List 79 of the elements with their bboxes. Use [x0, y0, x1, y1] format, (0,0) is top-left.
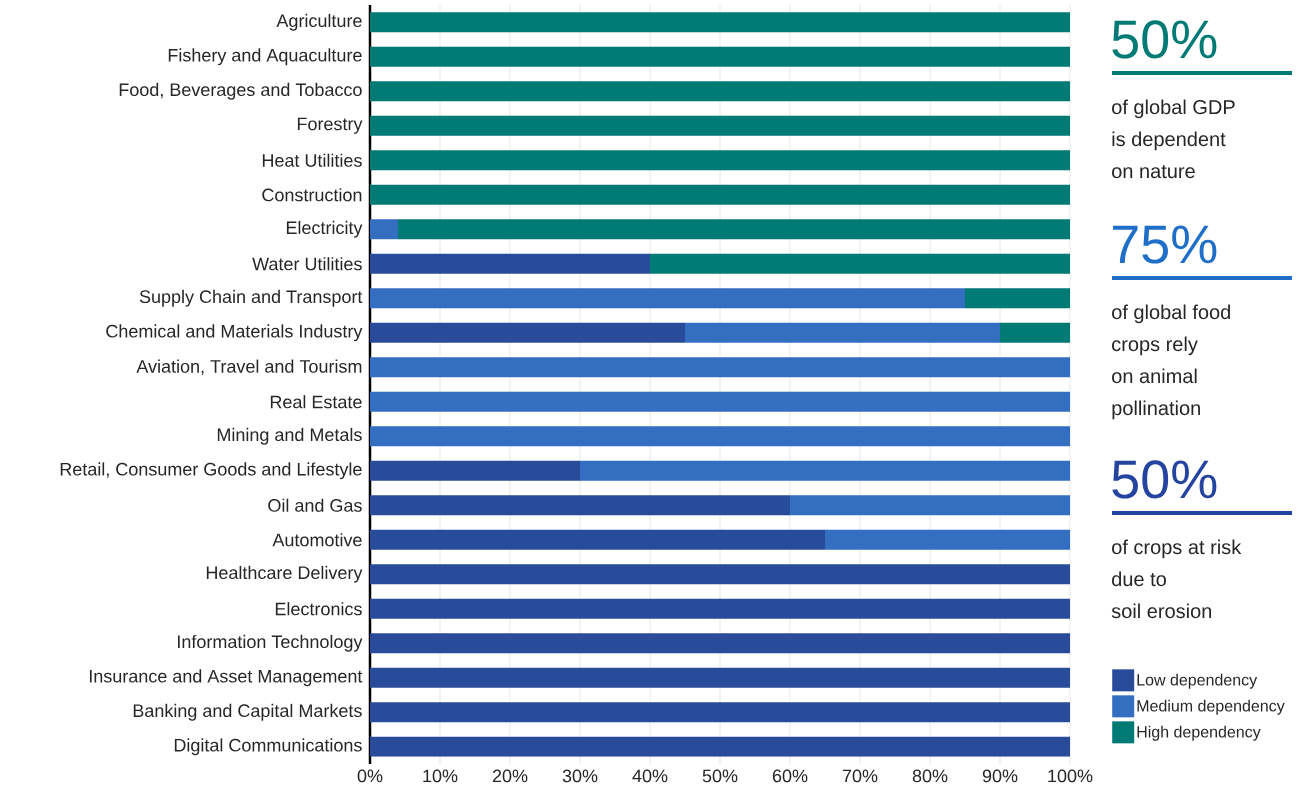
- y-tick-label: Aviation, Travel and Tourism: [136, 359, 362, 375]
- y-tick-label: Retail, Consumer Goods and Lifestyle: [60, 462, 362, 480]
- bar: [370, 460, 580, 481]
- x-tick-label: 70%: [842, 769, 878, 783]
- bar: [370, 736, 1071, 757]
- bar: [825, 529, 1071, 550]
- x-tick-label: 90%: [982, 769, 1018, 783]
- bar: [370, 150, 1071, 171]
- y-tick-label: Forestry: [297, 117, 363, 134]
- bar: [370, 288, 965, 309]
- y-tick-label: Chemical and Materials Industry: [106, 324, 363, 342]
- text: on animal: [1112, 368, 1197, 384]
- x-tick-label: 100%: [1048, 769, 1093, 783]
- bar: [370, 391, 1071, 412]
- y-tick-label: Electronics: [275, 602, 362, 616]
- y-tick-label: Real Estate: [270, 395, 362, 409]
- y-tick-label: Construction: [262, 188, 362, 202]
- y-tick-label: Healthcare Delivery: [206, 565, 363, 583]
- y-tick-label: Food, Beverages and Tobacco: [119, 82, 362, 100]
- bar: [370, 253, 650, 274]
- bar: [370, 219, 398, 240]
- text: crops rely: [1112, 336, 1198, 356]
- y-tick-label: Supply Chain and Transport: [139, 289, 363, 307]
- y-tick-label: Fishery and Aquaculture: [168, 48, 362, 66]
- bar: [370, 322, 685, 343]
- bar: [370, 598, 1071, 619]
- legend-label: Low dependency: [1137, 673, 1258, 689]
- x-tick-label: 30%: [562, 769, 598, 783]
- text: 50%: [1112, 20, 1217, 59]
- text: of global GDP: [1112, 99, 1235, 119]
- bar: [790, 495, 1071, 516]
- bar: [965, 288, 1071, 309]
- bar: [370, 357, 1071, 378]
- text: 75%: [1112, 225, 1217, 264]
- bar: [1000, 322, 1071, 343]
- text: 50%: [1112, 460, 1217, 499]
- bar: [370, 426, 1071, 447]
- bar: [685, 322, 1001, 343]
- y-tick-label: Oil and Gas: [268, 498, 362, 512]
- x-tick-label: 40%: [632, 769, 668, 783]
- text: of crops at risk: [1112, 539, 1242, 559]
- text: of global food: [1112, 304, 1230, 324]
- bar: [370, 12, 1071, 33]
- legend-label: High dependency: [1137, 725, 1261, 741]
- x-tick-label: 50%: [702, 769, 738, 783]
- y-tick-label: Water Utilities: [252, 257, 362, 271]
- bar: [370, 633, 1071, 654]
- x-tick-label: 20%: [492, 769, 528, 783]
- legend-label: Medium dependency: [1137, 699, 1285, 715]
- y-tick-label: Mining and Metals: [217, 427, 362, 445]
- y-tick-label: Electricity: [286, 220, 363, 238]
- bar: [650, 253, 1071, 274]
- bar: [370, 702, 1071, 723]
- y-tick-label: Banking and Capital Markets: [133, 703, 362, 721]
- y-tick-label: Heat Utilities: [262, 153, 362, 167]
- x-tick-label: 10%: [423, 769, 458, 783]
- text: is dependent: [1112, 131, 1226, 151]
- bar: [370, 564, 1071, 585]
- bar: [370, 46, 1071, 67]
- bar: [398, 219, 1071, 240]
- bar: [580, 460, 1071, 481]
- bar: [370, 81, 1071, 102]
- x-tick-label: 80%: [912, 769, 948, 783]
- y-tick-label: Agriculture: [276, 13, 362, 31]
- text: on nature: [1112, 165, 1195, 179]
- bar: [370, 495, 790, 516]
- x-tick-label: 0%: [357, 769, 383, 783]
- bar: [370, 184, 1071, 205]
- y-tick-label: Information Technology: [178, 634, 363, 652]
- text: soil erosion: [1111, 603, 1212, 619]
- x-tick-label: 60%: [772, 769, 808, 783]
- text: pollination: [1112, 400, 1200, 420]
- y-tick-label: Automotive: [272, 533, 362, 547]
- y-tick-label: Digital Communications: [174, 738, 362, 756]
- bar: [370, 667, 1071, 688]
- text: due to: [1112, 571, 1166, 587]
- bar: [370, 115, 1071, 136]
- y-tick-label: Insurance and Asset Management: [89, 669, 363, 687]
- bar: [370, 529, 826, 550]
